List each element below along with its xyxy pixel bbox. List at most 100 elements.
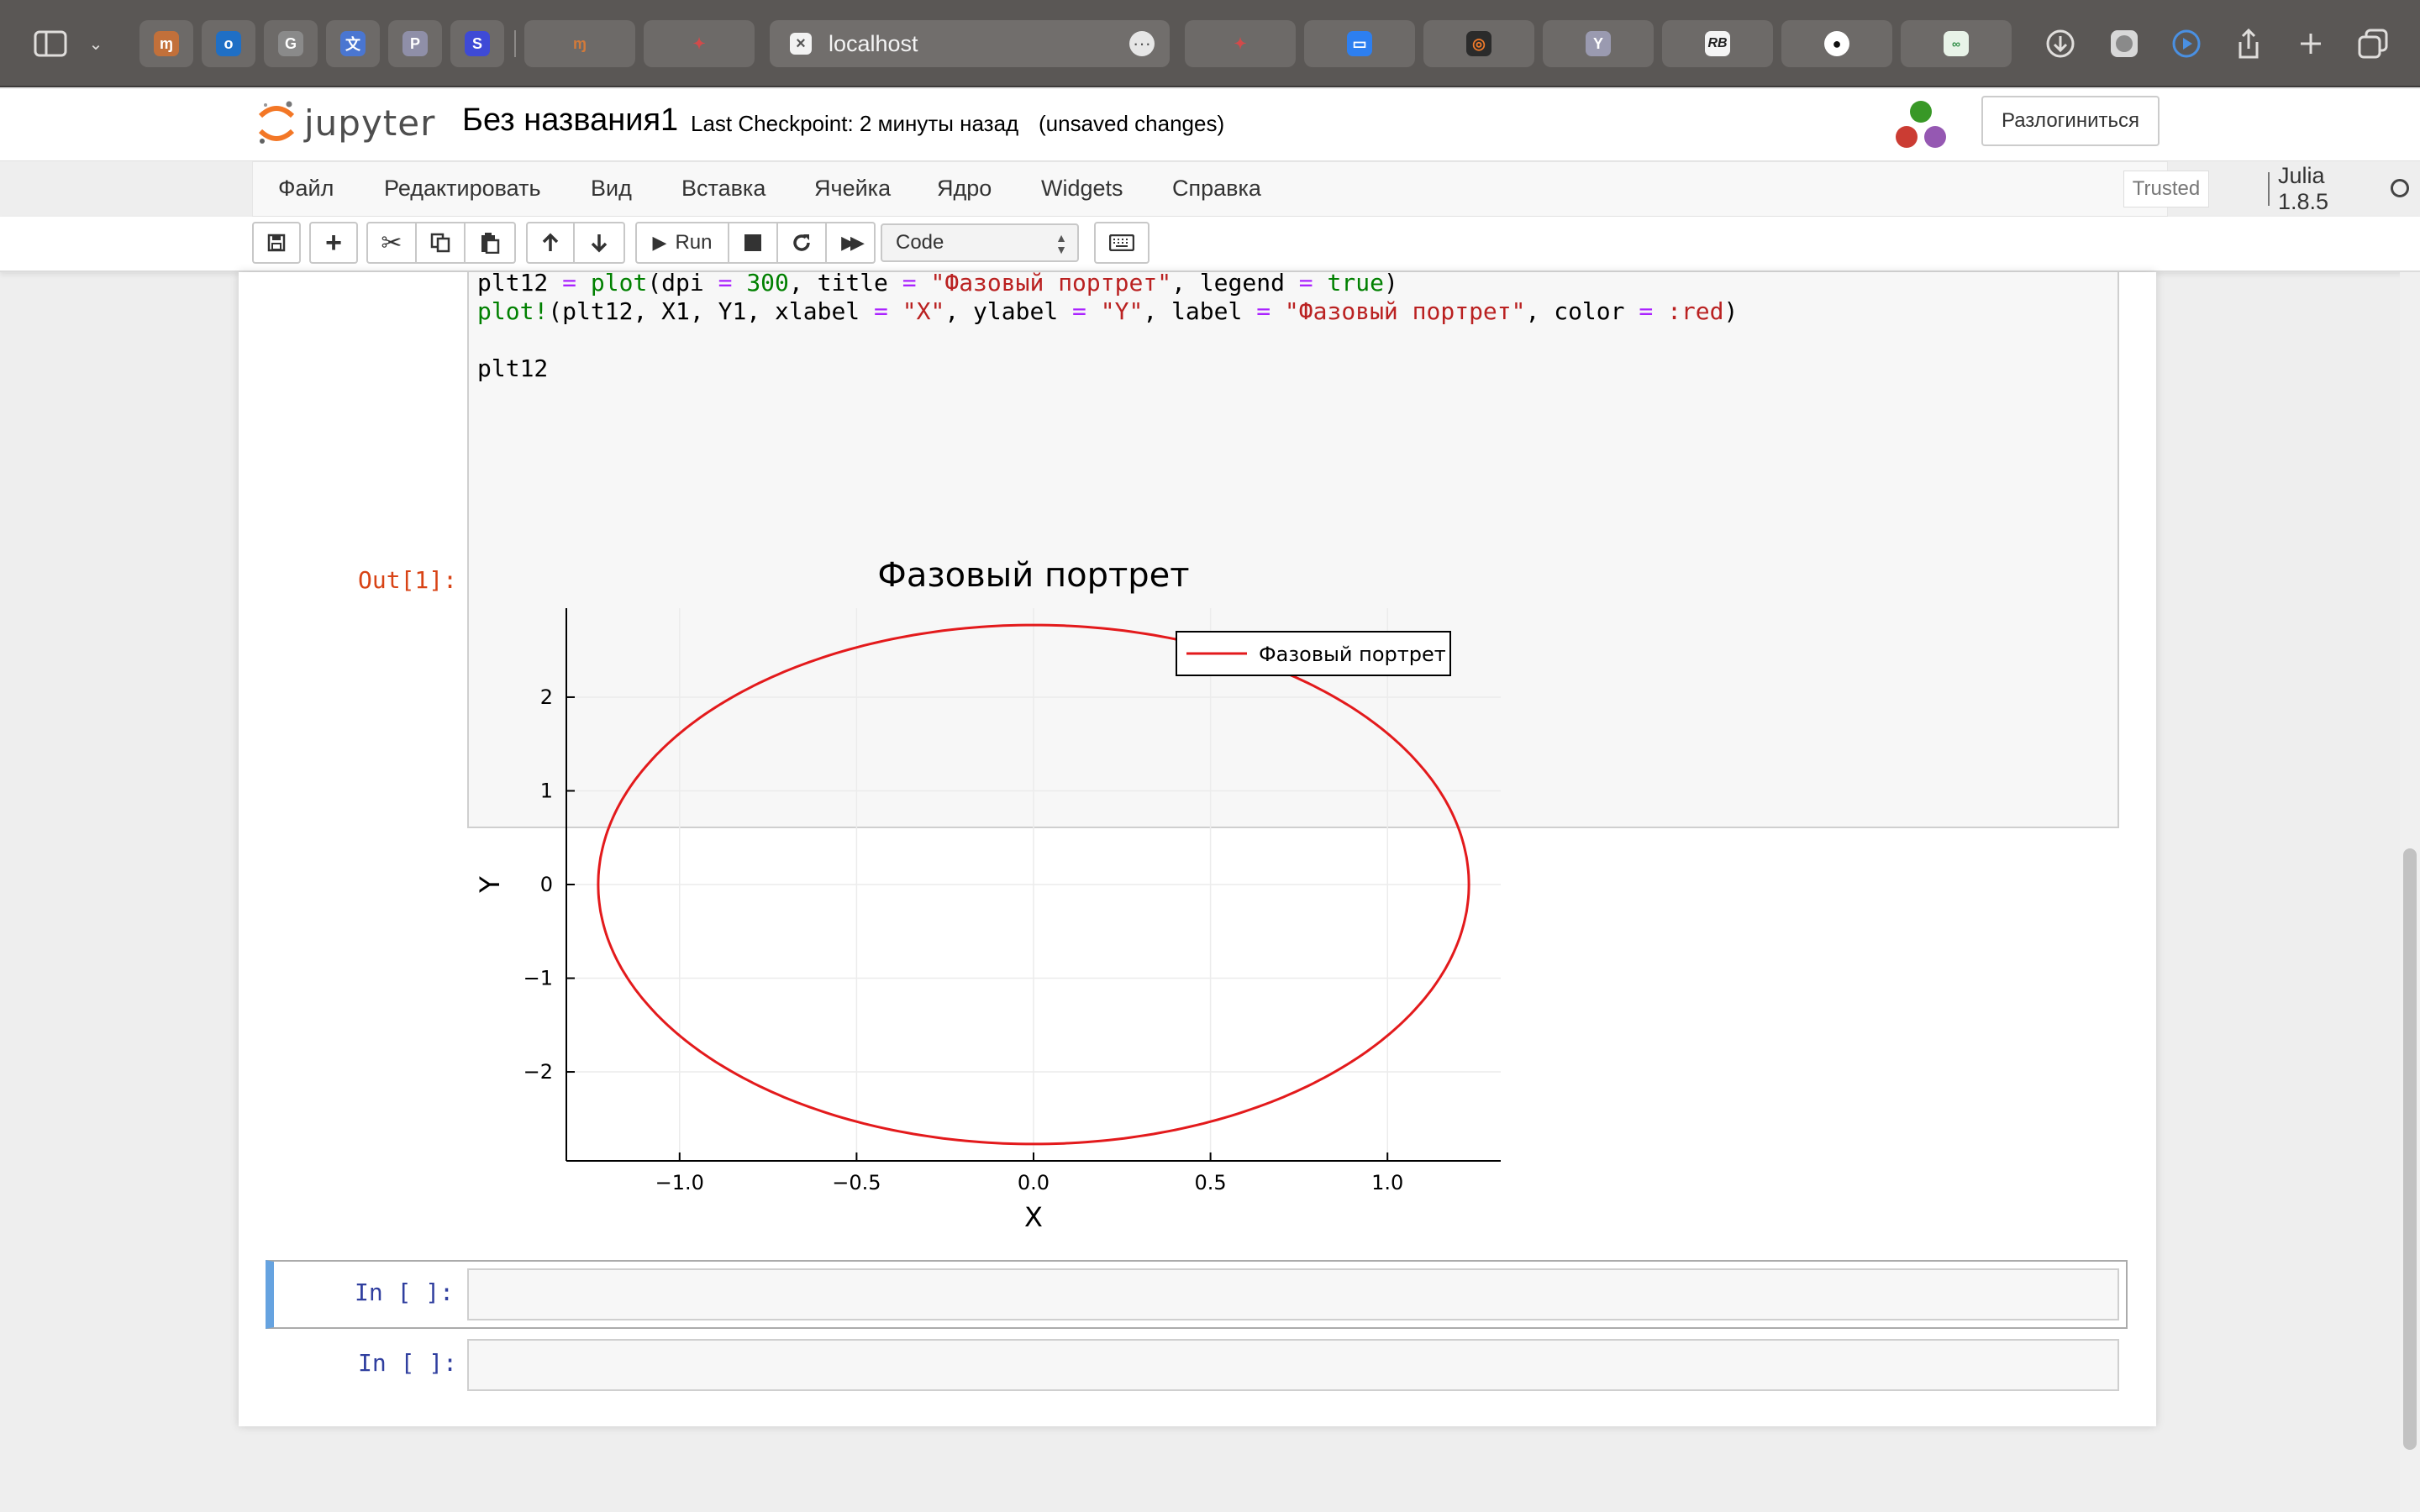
floppy-icon — [267, 234, 286, 252]
address-url: localhost — [829, 30, 918, 56]
tab-separator — [514, 30, 516, 57]
save-button[interactable] — [252, 222, 301, 264]
chat-icon: ▭ — [1347, 31, 1372, 56]
browser-tab[interactable]: ɱ — [139, 20, 193, 67]
menu-widgets[interactable]: Widgets — [1041, 176, 1123, 201]
browser-tab[interactable]: ∞ — [1901, 20, 2012, 67]
notebook-name[interactable]: Без названия1 — [462, 102, 679, 138]
browser-tab[interactable]: ɱ — [524, 20, 635, 67]
input-prompt: In [ ]: — [355, 1278, 455, 1306]
code-line: plt12 = plot(dpi = 300, title = "Фазовый… — [477, 272, 1398, 297]
x-tick-label: 1.0 — [1371, 1171, 1403, 1194]
move-down-button[interactable] — [575, 222, 625, 264]
keyboard-icon — [1109, 234, 1134, 251]
kernel-name: Julia 1.8.5 — [2268, 163, 2328, 214]
browser-tab[interactable]: Y — [1543, 20, 1654, 67]
plot-svg: −1.0 −0.5 0.0 0.5 1.0 −2 −1 0 1 2 Фазовый портрет X… — [474, 556, 1501, 1233]
tab-overview-icon[interactable] — [2354, 25, 2391, 62]
chevron-down-icon[interactable]: ⌄ — [88, 34, 103, 54]
restart-run-all-button[interactable]: ▶▶ — [827, 222, 876, 264]
menubar: Файл Редактировать Вид Вставка Ячейка Яд… — [252, 161, 2409, 217]
restart-button[interactable] — [778, 222, 827, 264]
stop-icon — [744, 234, 761, 251]
sidebar-toggle-icon[interactable] — [32, 25, 69, 62]
paste-button[interactable] — [466, 222, 516, 264]
insert-cell-button[interactable]: + — [309, 222, 358, 264]
menu-insert[interactable]: Вставка — [681, 176, 766, 201]
menu-help[interactable]: Справка — [1172, 176, 1261, 201]
orbit-icon: ◎ — [1466, 31, 1491, 56]
cell-input[interactable] — [467, 1268, 2119, 1320]
new-tab-icon[interactable] — [2292, 25, 2329, 62]
plus-icon: + — [325, 226, 342, 259]
browser-toolbar: ⌄ ɱ o G 文 P S ɱ ✦ × localhost ··· ✦ ▭ ◎ … — [0, 0, 2420, 87]
browser-tab[interactable]: ▭ — [1304, 20, 1415, 67]
move-up-button[interactable] — [526, 222, 575, 264]
browser-tab[interactable]: ◎ — [1423, 20, 1534, 67]
y-tick-label: 0 — [540, 873, 553, 896]
kernel-idle-icon — [2391, 179, 2409, 197]
download-icon[interactable] — [2042, 25, 2079, 62]
browser-tab[interactable]: G — [264, 20, 318, 67]
code-cell-editor[interactable]: plt12 = plot(dpi = 300, title = "Фазовый… — [467, 272, 2119, 828]
browser-tab[interactable]: P — [388, 20, 442, 67]
arrow-up-icon — [542, 233, 559, 251]
interrupt-button[interactable] — [729, 222, 778, 264]
translate-icon: 文 — [340, 31, 366, 56]
cut-button[interactable]: ✂ — [366, 222, 417, 264]
browser-tab[interactable]: ● — [1781, 20, 1892, 67]
browser-tab[interactable]: 文 — [326, 20, 380, 67]
address-bar[interactable]: × localhost ··· — [770, 20, 1170, 67]
browser-tab[interactable]: S — [450, 20, 504, 67]
copy-icon — [430, 233, 450, 253]
s-icon: S — [465, 31, 490, 56]
p-icon: P — [402, 31, 428, 56]
menu-file[interactable]: Файл — [278, 176, 334, 201]
jupyter-favicon-icon: ɱ — [154, 31, 179, 56]
more-icon[interactable]: ··· — [1129, 31, 1155, 56]
browser-tab[interactable]: ✦ — [644, 20, 755, 67]
jupyter-logo-icon — [257, 97, 296, 148]
copy-button[interactable] — [417, 222, 466, 264]
x-tick-label: −0.5 — [832, 1171, 881, 1194]
scrollbar-thumb[interactable] — [2403, 848, 2417, 1450]
cell-input[interactable] — [467, 1339, 2119, 1391]
select-arrows-icon: ▲ ▼ — [1055, 231, 1067, 256]
geeks-icon: ∞ — [1944, 31, 1969, 56]
browser-tab[interactable]: RB — [1662, 20, 1773, 67]
y-tick-label: −2 — [523, 1060, 553, 1084]
jupyter-logo-text: jupyter — [304, 102, 436, 144]
play-extension-icon[interactable] — [2168, 25, 2205, 62]
github-icon: ● — [1824, 31, 1849, 56]
trusted-indicator[interactable]: Trusted — [2123, 171, 2209, 207]
input-prompt: In [ ]: — [358, 1349, 458, 1377]
command-palette-button[interactable] — [1094, 222, 1150, 264]
menu-edit[interactable]: Редактировать — [384, 176, 541, 201]
y-tick-label: −1 — [523, 967, 553, 990]
menu-kernel[interactable]: Ядро — [937, 176, 992, 201]
empty-code-cell[interactable]: In [ ]: — [266, 1332, 2128, 1401]
arrow-down-icon — [591, 234, 608, 253]
close-tab-icon[interactable]: × — [790, 33, 812, 55]
rb-icon: RB — [1705, 31, 1730, 56]
menu-view[interactable]: Вид — [591, 176, 632, 201]
menu-cell[interactable]: Ячейка — [814, 176, 892, 201]
share-icon[interactable] — [2230, 25, 2267, 62]
run-button[interactable]: ▶ Run — [635, 222, 729, 264]
y-tick-label: 1 — [540, 779, 553, 802]
extension-icon[interactable] — [2106, 25, 2143, 62]
logout-button[interactable]: Разлогиниться — [1981, 96, 2160, 146]
browser-tab[interactable]: o — [202, 20, 255, 67]
jupyter-logo[interactable]: jupyter — [257, 97, 435, 148]
cell-type-select[interactable]: Code ▲ ▼ — [881, 223, 1079, 262]
notebook-toolbar: + ✂ ▶ Run ▶▶ Code ▲ ▼ — [0, 217, 2420, 272]
run-label: Run — [675, 231, 713, 254]
x-tick-label: 0.0 — [1018, 1171, 1050, 1194]
empty-code-cell[interactable]: In [ ]: — [266, 1260, 2128, 1329]
g-icon: G — [278, 31, 303, 56]
julia-icon: ✦ — [692, 34, 706, 52]
browser-tab[interactable]: ✦ — [1185, 20, 1296, 67]
x-tick-label: 0.5 — [1195, 1171, 1227, 1194]
play-icon: ▶ — [652, 232, 667, 253]
code-line: plt12 — [477, 354, 549, 382]
